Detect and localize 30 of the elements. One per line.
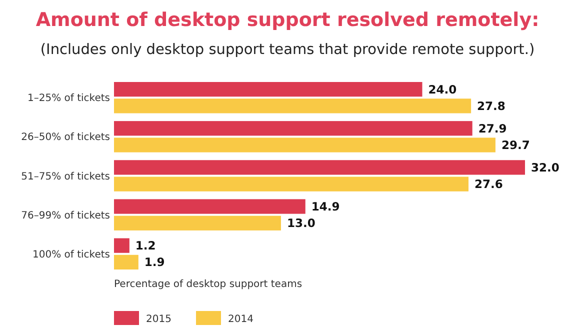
data-label: 32.0	[531, 160, 560, 174]
legend-label: 2015	[146, 314, 172, 325]
bar	[114, 176, 468, 192]
data-label: 27.6	[474, 177, 503, 192]
bar	[114, 138, 496, 152]
data-label: 27.9	[478, 121, 507, 136]
y-tick-label: 76–99% of tickets	[21, 210, 110, 222]
bar	[114, 121, 472, 136]
data-label: 13.0	[286, 216, 316, 230]
y-tick-label: 51–75% of tickets	[21, 171, 110, 182]
data-label: 1.9	[144, 255, 165, 270]
data-label: 29.7	[501, 138, 530, 152]
bar	[114, 199, 306, 214]
bar	[114, 216, 281, 230]
data-label: 14.9	[311, 200, 340, 214]
chart-title: Amount of desktop support resolved remotely:	[36, 9, 540, 31]
y-tick-label: 1–25% of tickets	[28, 93, 110, 104]
bar	[114, 82, 422, 97]
data-label: 27.8	[477, 98, 506, 113]
bar	[114, 238, 130, 253]
legend-label: 2014	[228, 314, 254, 325]
data-label: 24.0	[428, 82, 457, 96]
bar	[114, 160, 525, 175]
data-label: 1.2	[135, 238, 156, 253]
x-axis-title: Percentage of desktop support teams	[114, 279, 302, 290]
chart-subtitle: (Includes only desktop support teams that provide remote support.)	[40, 42, 535, 58]
y-tick-label: 26–50% of tickets	[21, 132, 110, 144]
bar	[114, 98, 472, 114]
bar	[114, 254, 138, 270]
y-tick-label: 100% of tickets	[32, 249, 110, 260]
